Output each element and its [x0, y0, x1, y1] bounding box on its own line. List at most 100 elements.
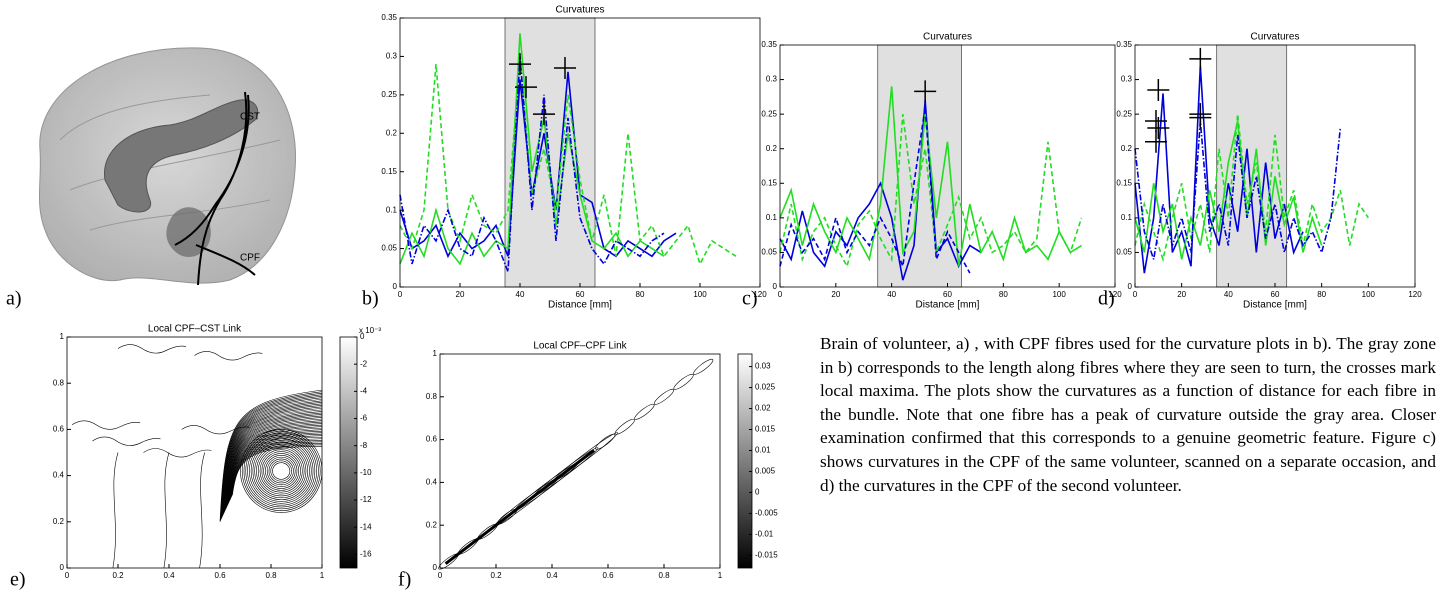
- contour-line: [241, 430, 321, 512]
- contour-line: [224, 409, 323, 513]
- curvature-line: [779, 114, 1083, 269]
- contour-lines: [438, 358, 714, 570]
- y-tick-label: 0: [393, 282, 398, 291]
- x-tick-label: 60: [1271, 290, 1280, 299]
- y-tick-label: 0.35: [761, 40, 777, 49]
- local-maximum-cross: [1189, 47, 1212, 70]
- contour-line: [256, 445, 307, 497]
- y-tick-label: 0.3: [386, 52, 398, 61]
- y-tick-label: 0.2: [53, 517, 65, 526]
- contour-line: [181, 425, 250, 435]
- colorbar-tick-label: 0.005: [755, 467, 776, 476]
- x-axis-label: Distance [mm]: [916, 300, 980, 311]
- colorbar-tick-label: 0: [360, 332, 365, 341]
- chart: Curvatures 0 20 40 60 80 100 120 0 0.05 0.1 0.15 0.2…: [381, 5, 767, 311]
- contour-line: [223, 405, 323, 515]
- y-tick-label: 0.1: [1121, 213, 1133, 222]
- y-tick-label: 0.6: [426, 435, 438, 444]
- curvature-line: [779, 86, 1082, 267]
- x-tick-label: 120: [1408, 290, 1422, 299]
- y-tick-label: 0.8: [53, 378, 65, 387]
- fibre-bundle: [174, 91, 256, 286]
- contour-line: [268, 458, 294, 484]
- contour-line: [444, 449, 595, 565]
- x-tick-label: 0: [65, 571, 70, 580]
- x-tick-label: 120: [1108, 290, 1122, 299]
- contour-line: [163, 452, 170, 569]
- colorbar-tick-label: -8: [360, 441, 368, 450]
- y-tick-label: 0.2: [1121, 144, 1133, 153]
- x-tick-label: 1: [718, 571, 723, 580]
- y-tick-label: 0.4: [426, 478, 438, 487]
- structure-label: CPF: [240, 253, 260, 264]
- y-tick-label: 0.05: [381, 244, 397, 253]
- structure-label: CST: [240, 112, 260, 123]
- contour-line: [693, 358, 714, 375]
- y-tick-label: 0.6: [53, 425, 65, 434]
- axes-frame: [439, 353, 721, 569]
- chart-title: Local CPF–CST Link: [148, 324, 242, 335]
- colorbar: [339, 336, 358, 569]
- brain-outline: [38, 47, 297, 284]
- contour-line: [112, 452, 119, 569]
- y-tick-label: 0.25: [1116, 109, 1132, 118]
- x-tick-label: 120: [753, 290, 767, 299]
- local-maximum-cross: [914, 80, 937, 103]
- y-tick-label: 1: [60, 332, 65, 341]
- y-tick-label: 0.2: [426, 520, 438, 529]
- y-tick-label: 0.25: [761, 109, 777, 118]
- colorbar-tick-label: 0.025: [755, 383, 776, 392]
- contour-line: [232, 446, 323, 495]
- contour-line: [71, 420, 141, 430]
- x-tick-label: 100: [1052, 290, 1066, 299]
- colorbar-tick-label: -4: [360, 386, 368, 395]
- contour-line: [219, 389, 323, 522]
- local-maximum-cross: [1147, 78, 1170, 101]
- local-maximum-cross: [515, 76, 537, 99]
- x-tick-label: 0.6: [214, 571, 226, 580]
- y-tick-label: 0.2: [766, 144, 778, 153]
- contour-lines: [71, 344, 323, 569]
- chart-title: Curvatures: [923, 32, 972, 43]
- y-tick-label: 0.1: [766, 213, 778, 222]
- brain-image: CST CPF: [38, 47, 297, 286]
- x-tick-label: 0.8: [658, 571, 670, 580]
- contour-line: [224, 412, 323, 511]
- chart-title: Local CPF–CPF Link: [533, 341, 627, 352]
- curvature-line: [1134, 120, 1342, 260]
- x-tick-label: 0.4: [546, 571, 558, 580]
- colorbar-tick-label: 0.02: [755, 404, 771, 413]
- contour-line: [224, 411, 323, 512]
- colorbar: [737, 353, 753, 569]
- colorbar-tick-label: -2: [360, 359, 368, 368]
- y-tick-label: 1: [433, 349, 438, 358]
- x-tick-label: 0.8: [265, 571, 277, 580]
- x-tick-label: 0: [778, 290, 783, 299]
- chart: Curvatures 0 20 40 60 80 100 120 0 0.05 0.1 0.15 0.2…: [761, 32, 1122, 311]
- contour-line: [595, 433, 616, 450]
- y-tick-label: 0.3: [766, 75, 778, 84]
- x-tick-label: 0: [398, 290, 403, 299]
- contour-line: [222, 400, 323, 517]
- curvature-line: [1134, 120, 1323, 260]
- contour-line: [225, 414, 323, 511]
- x-axis-label: Distance [mm]: [1243, 300, 1307, 311]
- contour-line: [221, 395, 323, 519]
- panel-label: a): [6, 288, 22, 310]
- chart: Curvatures 0 20 40 60 80 100 120 0 0.05 0.1 0.15 0.2…: [1116, 32, 1422, 311]
- x-tick-label: 0.2: [112, 571, 124, 580]
- contour-line: [223, 406, 323, 514]
- x-tick-label: 100: [1362, 290, 1376, 299]
- chart: 0 -2 -4 -6 -8 -10 -12 -14 -16 x 10⁻³ Local CPF–CST…: [53, 324, 381, 580]
- local-maximum-cross: [554, 56, 576, 79]
- curvature-line: [399, 56, 665, 272]
- y-tick-label: 0.4: [53, 471, 65, 480]
- curvature-line: [779, 107, 971, 274]
- contour-line: [194, 351, 263, 361]
- colorbar-tick-label: 0.015: [755, 425, 776, 434]
- contour-line: [222, 401, 323, 516]
- y-tick-label: 0.35: [381, 13, 397, 22]
- y-tick-label: 0.25: [381, 90, 397, 99]
- y-tick-label: 0.35: [1116, 40, 1132, 49]
- contour-line: [199, 452, 205, 569]
